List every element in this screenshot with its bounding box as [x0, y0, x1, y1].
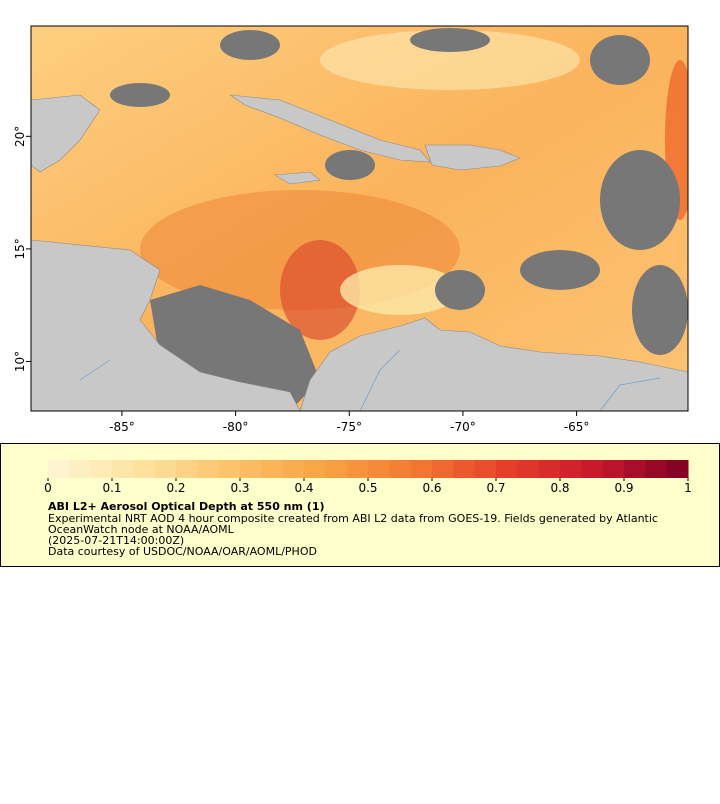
colorbar-segment [133, 460, 156, 478]
y-tick-label: 15° [13, 238, 27, 259]
legend-time: (2025-07-21T14:00:00Z) [48, 534, 184, 547]
colorbar-segment [666, 460, 689, 478]
colorbar-segment [581, 460, 604, 478]
colorbar-segment [496, 460, 518, 478]
colorbar-segment [538, 460, 561, 478]
colorbar: 0 0.1 0.2 0.3 0.4 0.5 0.6 0.7 0.8 0.9 1 [44, 460, 692, 495]
legend-title: ABI L2+ Aerosol Optical Depth at 550 nm … [48, 500, 325, 513]
colorbar-segment [453, 460, 476, 478]
colorbar-segment [112, 460, 134, 478]
colorbar-segment [325, 460, 348, 478]
colorbar-segment [517, 460, 540, 478]
colorbar-segment [560, 460, 582, 478]
colorbar-segment [90, 460, 113, 478]
colorbar-segment [474, 460, 497, 478]
colorbar-tick-label: 0.8 [550, 481, 569, 495]
aod-low [320, 30, 580, 90]
legend-summary: Experimental NRT AOD 4 hour composite cr… [48, 512, 658, 525]
colorbar-tick-label: 0.9 [614, 481, 633, 495]
colorbar-segment [197, 460, 220, 478]
colorbar-segment [261, 460, 284, 478]
colorbar-tick-label: 0.3 [230, 481, 249, 495]
colorbar-segment [368, 460, 390, 478]
colorbar-tick-label: 0.6 [422, 481, 441, 495]
rivers [79, 349, 661, 411]
colorbar-tick-label: 0.1 [102, 481, 121, 495]
legend-credit: Data courtesy of USDOC/NOAA/OAR/AOML/PHO… [48, 545, 317, 558]
colorbar-segment [432, 460, 454, 478]
colorbar-segment [282, 460, 305, 478]
colorbar-tick-label: 0 [44, 481, 52, 495]
colorbar-segment [176, 460, 198, 478]
y-tick-label: 20° [13, 126, 27, 147]
aod-low [340, 265, 460, 315]
map-frame [30, 25, 689, 412]
colorbar-segment [645, 460, 668, 478]
map-image [31, 26, 688, 411]
y-tick-label: 10° [13, 351, 27, 372]
x-tick-label: -85° [109, 420, 135, 434]
colorbar-segment [218, 460, 241, 478]
colorbar-segment [154, 460, 177, 478]
x-tick-label: -80° [223, 420, 249, 434]
colorbar-segment [602, 460, 625, 478]
colorbar-segment [69, 460, 92, 478]
legend-summary: OceanWatch node at NOAA/AOML [48, 523, 235, 536]
colorbar-segment [346, 460, 369, 478]
x-tick-label: -65° [564, 420, 590, 434]
colorbar-segment [410, 460, 433, 478]
colorbar-tick-label: 0.7 [486, 481, 505, 495]
colorbar-tick-label: 0.2 [166, 481, 185, 495]
colorbar-segment [389, 460, 412, 478]
aod-plume [280, 240, 360, 340]
colorbar-tick-label: 0.5 [358, 481, 377, 495]
colorbar-segment [240, 460, 262, 478]
colorbar-segment [48, 460, 70, 478]
colorbar-segment [304, 460, 326, 478]
colorbar-tick-label: 1 [684, 481, 692, 495]
x-tick-label: -75° [336, 420, 362, 434]
colorbar-tick-label: 0.4 [294, 481, 313, 495]
colorbar-segment [624, 460, 646, 478]
x-tick-label: -70° [450, 420, 476, 434]
